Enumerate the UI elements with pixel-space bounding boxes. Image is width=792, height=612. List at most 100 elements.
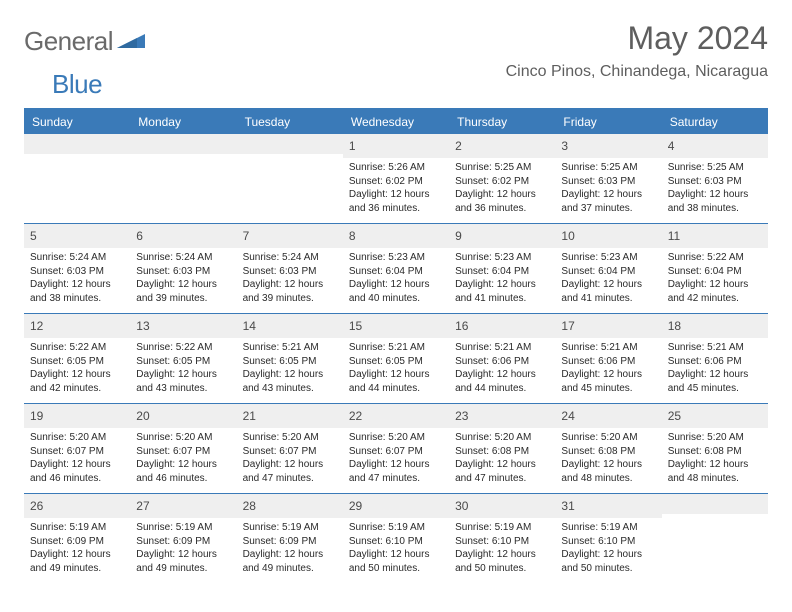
day-cell: 5Sunrise: 5:24 AMSunset: 6:03 PMDaylight… <box>24 224 130 313</box>
day-cell: 20Sunrise: 5:20 AMSunset: 6:07 PMDayligh… <box>130 404 236 493</box>
day-body: Sunrise: 5:21 AMSunset: 6:05 PMDaylight:… <box>343 338 449 403</box>
daylight-text: Daylight: 12 hours and 39 minutes. <box>136 278 230 305</box>
calendar-page: General May 2024 Cinco Pinos, Chinandega… <box>0 0 792 603</box>
day-cell: 8Sunrise: 5:23 AMSunset: 6:04 PMDaylight… <box>343 224 449 313</box>
day-cell: 23 Sunrise: 5:20 AMSunset: 6:08 PMDayligh… <box>449 404 555 493</box>
sunset-text: Sunset: 6:05 PM <box>30 355 124 369</box>
day-body: Sunrise: 5:19 AMSunset: 6:10 PMDaylight:… <box>343 518 449 583</box>
daylight-text: Daylight: 12 hours and 40 minutes. <box>349 278 443 305</box>
daylight-text: Daylight: 12 hours and 42 minutes. <box>30 368 124 395</box>
day-number: 25 <box>668 409 681 423</box>
daylight-text: Daylight: 12 hours and 45 minutes. <box>668 368 762 395</box>
daynum-row: 5 <box>24 224 130 248</box>
sunset-text: Sunset: 6:08 PM <box>668 445 762 459</box>
sunrise-text: Sunrise: 5:25 AM <box>668 161 762 175</box>
page-title: May 2024 <box>506 20 768 57</box>
daynum-row: 27 <box>130 494 236 518</box>
day-body: Sunrise: 5:22 AMSunset: 6:04 PMDaylight:… <box>662 248 768 313</box>
weeks-container: 1Sunrise: 5:26 AMSunset: 6:02 PMDaylight… <box>24 134 768 583</box>
daylight-text: Daylight: 12 hours and 44 minutes. <box>455 368 549 395</box>
daynum-row: 26 <box>24 494 130 518</box>
daylight-text: Daylight: 12 hours and 41 minutes. <box>455 278 549 305</box>
week-row: 12Sunrise: 5:22 AMSunset: 6:05 PMDayligh… <box>24 313 768 403</box>
dow-saturday: Saturday <box>662 110 768 134</box>
sunset-text: Sunset: 6:10 PM <box>349 535 443 549</box>
page-subtitle: Cinco Pinos, Chinandega, Nicaragua <box>506 63 768 81</box>
daylight-text: Daylight: 12 hours and 49 minutes. <box>136 548 230 575</box>
sunrise-text: Sunrise: 5:22 AM <box>136 341 230 355</box>
day-body <box>130 154 236 210</box>
day-cell: 21Sunrise: 5:20 AMSunset: 6:07 PMDayligh… <box>237 404 343 493</box>
day-number: 31 <box>561 499 574 513</box>
day-number: 15 <box>349 319 362 333</box>
daynum-row: 13 <box>130 314 236 338</box>
day-number: 14 <box>243 319 256 333</box>
daynum-row: 9 <box>449 224 555 248</box>
day-cell: 4 Sunrise: 5:25 AMSunset: 6:03 PMDaylight… <box>662 134 768 223</box>
sunset-text: Sunset: 6:05 PM <box>136 355 230 369</box>
daynum-row: 16 <box>449 314 555 338</box>
daynum-row <box>662 494 768 514</box>
daylight-text: Daylight: 12 hours and 47 minutes. <box>243 458 337 485</box>
day-number: 23 <box>455 409 468 423</box>
day-body: Sunrise: 5:23 AMSunset: 6:04 PMDaylight:… <box>449 248 555 313</box>
sunset-text: Sunset: 6:08 PM <box>455 445 549 459</box>
sunset-text: Sunset: 6:06 PM <box>455 355 549 369</box>
day-number: 18 <box>668 319 681 333</box>
sunset-text: Sunset: 6:03 PM <box>561 175 655 189</box>
week-row: 26Sunrise: 5:19 AMSunset: 6:09 PMDayligh… <box>24 493 768 583</box>
daylight-text: Daylight: 12 hours and 47 minutes. <box>455 458 549 485</box>
sunset-text: Sunset: 6:07 PM <box>243 445 337 459</box>
day-cell: 28Sunrise: 5:19 AMSunset: 6:09 PMDayligh… <box>237 494 343 583</box>
sunset-text: Sunset: 6:09 PM <box>30 535 124 549</box>
day-number: 4 <box>668 139 675 153</box>
daynum-row: 1 <box>343 134 449 158</box>
brand-triangle-icon <box>117 30 145 53</box>
sunrise-text: Sunrise: 5:24 AM <box>243 251 337 265</box>
dow-thursday: Thursday <box>449 110 555 134</box>
day-number: 7 <box>243 229 250 243</box>
sunrise-text: Sunrise: 5:20 AM <box>30 431 124 445</box>
day-body: Sunrise: 5:20 AMSunset: 6:07 PMDaylight:… <box>343 428 449 493</box>
sunrise-text: Sunrise: 5:25 AM <box>455 161 549 175</box>
daynum-row: 3 <box>555 134 661 158</box>
sunrise-text: Sunrise: 5:21 AM <box>349 341 443 355</box>
daynum-row: 4 <box>662 134 768 158</box>
day-body: Sunrise: 5:24 AMSunset: 6:03 PMDaylight:… <box>130 248 236 313</box>
day-body: Sunrise: 5:24 AMSunset: 6:03 PMDaylight:… <box>24 248 130 313</box>
day-body: Sunrise: 5:25 AMSunset: 6:03 PMDaylight:… <box>555 158 661 223</box>
day-body: Sunrise: 5:24 AMSunset: 6:03 PMDaylight:… <box>237 248 343 313</box>
sunrise-text: Sunrise: 5:19 AM <box>243 521 337 535</box>
day-body: Sunrise: 5:25 AMSunset: 6:03 PMDaylight:… <box>662 158 768 223</box>
dow-sunday: Sunday <box>24 110 130 134</box>
day-number: 29 <box>349 499 362 513</box>
sunset-text: Sunset: 6:10 PM <box>455 535 549 549</box>
day-number: 30 <box>455 499 468 513</box>
day-body: Sunrise: 5:22 AMSunset: 6:05 PMDaylight:… <box>130 338 236 403</box>
daylight-text: Daylight: 12 hours and 43 minutes. <box>243 368 337 395</box>
day-body: Sunrise: 5:19 AMSunset: 6:09 PMDaylight:… <box>130 518 236 583</box>
daynum-row <box>237 134 343 154</box>
daynum-row: 6 <box>130 224 236 248</box>
sunset-text: Sunset: 6:05 PM <box>349 355 443 369</box>
daynum-row: 22 <box>343 404 449 428</box>
sunset-text: Sunset: 6:02 PM <box>455 175 549 189</box>
day-cell <box>237 134 343 223</box>
day-number: 8 <box>349 229 356 243</box>
day-body: Sunrise: 5:25 AMSunset: 6:02 PMDaylight:… <box>449 158 555 223</box>
daylight-text: Daylight: 12 hours and 43 minutes. <box>136 368 230 395</box>
day-cell: 14Sunrise: 5:21 AMSunset: 6:05 PMDayligh… <box>237 314 343 403</box>
daylight-text: Daylight: 12 hours and 36 minutes. <box>455 188 549 215</box>
daylight-text: Daylight: 12 hours and 50 minutes. <box>349 548 443 575</box>
day-body: Sunrise: 5:21 AMSunset: 6:06 PMDaylight:… <box>662 338 768 403</box>
daynum-row: 10 <box>555 224 661 248</box>
day-body: Sunrise: 5:20 AMSunset: 6:08 PMDaylight:… <box>449 428 555 493</box>
daylight-text: Daylight: 12 hours and 38 minutes. <box>668 188 762 215</box>
day-body: Sunrise: 5:23 AMSunset: 6:04 PMDaylight:… <box>555 248 661 313</box>
sunrise-text: Sunrise: 5:19 AM <box>30 521 124 535</box>
title-block: May 2024 Cinco Pinos, Chinandega, Nicara… <box>506 20 768 81</box>
daynum-row: 19 <box>24 404 130 428</box>
day-number: 26 <box>30 499 43 513</box>
day-body: Sunrise: 5:20 AMSunset: 6:07 PMDaylight:… <box>237 428 343 493</box>
day-body: Sunrise: 5:20 AMSunset: 6:08 PMDaylight:… <box>662 428 768 493</box>
